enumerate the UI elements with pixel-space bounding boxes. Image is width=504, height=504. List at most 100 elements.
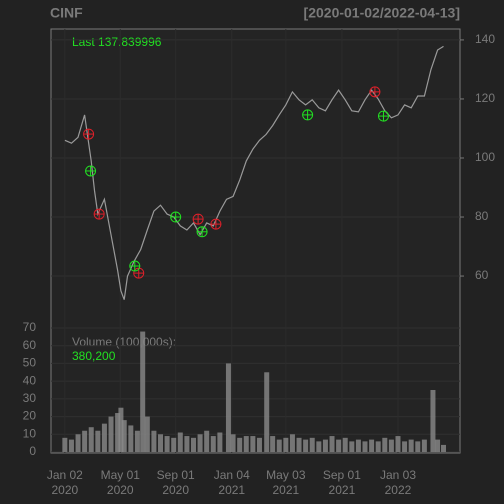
volume-bar: [197, 434, 203, 452]
volume-bar: [217, 432, 223, 452]
volume-bar: [342, 437, 348, 452]
volume-bar: [184, 436, 190, 452]
x-tick-label: May 01 2020: [100, 468, 140, 497]
volume-bar: [375, 441, 381, 452]
x-tick-label: Jan 03 2022: [379, 468, 416, 497]
signal-marker: [196, 226, 208, 238]
volume-bar: [243, 436, 249, 452]
volume-bar: [289, 434, 295, 452]
volume-bar: [108, 416, 114, 452]
volume-bar: [75, 434, 81, 452]
y-tick-label: 0: [29, 444, 36, 458]
volume-bar: [362, 441, 368, 452]
volume-bar: [264, 372, 270, 452]
volume-bar: [276, 439, 282, 452]
volume-bar: [115, 413, 121, 452]
last-label: Last 137.839996: [72, 35, 162, 49]
volume-bar: [441, 444, 447, 452]
volume-bar: [349, 441, 355, 452]
volume-bar: [158, 434, 164, 452]
signal-marker: [369, 86, 381, 98]
signal-marker: [170, 211, 182, 223]
volume-bar: [303, 439, 309, 452]
volume-bar: [402, 441, 408, 452]
x-tick-label: Sep 01 2021: [322, 468, 361, 497]
volume-bar: [151, 430, 157, 452]
signal-marker: [133, 267, 145, 279]
volume-title: Volume (100,000s):: [72, 335, 176, 349]
volume-bar: [408, 439, 414, 452]
chart-title: CINF: [50, 5, 83, 21]
price-line: [64, 45, 444, 300]
date-range: [2020-01-02/2022-04-13]: [304, 5, 460, 21]
volume-bar: [369, 439, 375, 452]
y-tick-label: 70: [23, 320, 37, 334]
volume-bar: [62, 437, 68, 452]
y-tick-label: 100: [475, 150, 495, 164]
volume-bar: [395, 436, 401, 452]
volume-bar: [88, 427, 94, 452]
volume-bar: [336, 439, 342, 452]
signal-marker: [210, 218, 222, 230]
volume-bar: [128, 425, 134, 452]
last-label-text: Last: [72, 35, 95, 49]
plot-frame: [50, 28, 461, 454]
volume-bar: [382, 437, 388, 452]
y-tick-label: 50: [23, 356, 37, 370]
volume-bar: [237, 437, 243, 452]
volume-bar: [121, 420, 127, 452]
signal-marker: [85, 165, 97, 177]
volume-bar: [283, 437, 289, 452]
last-value: 137.839996: [98, 35, 162, 49]
volume-bar: [316, 441, 322, 452]
x-tick-label: Sep 01 2020: [156, 468, 195, 497]
signal-marker: [192, 213, 204, 225]
volume-bar: [210, 436, 216, 452]
signal-marker: [377, 110, 389, 122]
volume-bar: [256, 437, 262, 452]
y-tick-label: 10: [23, 426, 37, 440]
volume-last: 380,200: [72, 349, 116, 363]
y-tick-label: 20: [23, 409, 37, 423]
y-tick-label: 120: [475, 91, 495, 105]
volume-bar: [134, 430, 140, 452]
volume-bar: [68, 439, 74, 452]
volume-bar: [296, 437, 302, 452]
volume-bar: [435, 439, 441, 452]
volume-bar: [270, 436, 276, 452]
y-tick-label: 60: [475, 268, 489, 282]
x-tick-label: May 03 2021: [266, 468, 306, 497]
volume-bar: [140, 331, 146, 452]
volume-bar: [421, 439, 427, 452]
signal-marker: [83, 128, 95, 140]
volume-bar: [230, 434, 236, 452]
volume-bar: [430, 390, 436, 452]
volume-bar: [225, 363, 231, 452]
volume-bar: [82, 430, 88, 452]
signal-marker: [93, 208, 105, 220]
x-tick-label: Jan 04 2021: [213, 468, 250, 497]
volume-bar: [190, 437, 196, 452]
volume-bar: [355, 439, 361, 452]
y-tick-label: 140: [475, 32, 495, 46]
y-tick-label: 40: [23, 373, 37, 387]
signal-marker: [129, 260, 141, 272]
volume-bar: [204, 430, 210, 452]
y-tick-label: 30: [23, 391, 37, 405]
y-tick-label: 60: [23, 338, 37, 352]
volume-bar: [144, 416, 150, 452]
y-tick-label: 80: [475, 209, 489, 223]
x-tick-label: Jan 02 2020: [46, 468, 83, 497]
volume-bar: [309, 437, 315, 452]
volume-bar: [118, 407, 124, 452]
volume-bar: [171, 437, 177, 452]
volume-bar: [250, 436, 256, 452]
volume-bar: [164, 436, 170, 452]
volume-bar: [95, 430, 101, 452]
volume-bar: [415, 441, 421, 452]
volume-bar: [388, 439, 394, 452]
volume-bar: [329, 436, 335, 452]
volume-bar: [177, 432, 183, 452]
